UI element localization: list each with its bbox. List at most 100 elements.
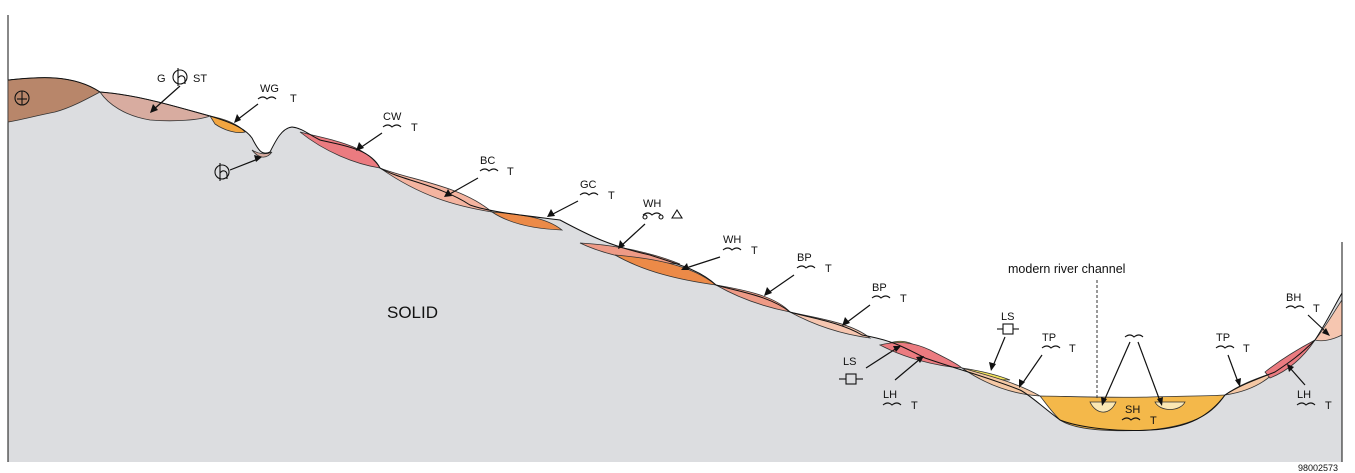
- cw-label: CW: [383, 111, 402, 123]
- bp1-arrowhead: [764, 287, 772, 296]
- gc-t-label: T: [608, 190, 615, 202]
- hollow-head-symbol: [214, 163, 230, 181]
- lh2-arrow: [1289, 367, 1306, 386]
- bp2-arrow: [845, 304, 871, 324]
- wg-symbol: [257, 96, 277, 100]
- lh2-arrowhead: [1287, 364, 1294, 372]
- ls2-arrow: [992, 336, 1006, 367]
- ls2-label: LS: [1001, 311, 1014, 323]
- sh-symbol: [1121, 417, 1141, 421]
- cw-arrowhead: [356, 142, 364, 151]
- lh1-deposit: [878, 342, 964, 369]
- lh2-symbol: [1296, 402, 1316, 406]
- channel-symbol: [1124, 334, 1144, 338]
- bc-t-label: T: [507, 166, 514, 178]
- ls1-symbol: [839, 373, 863, 385]
- bc-symbol: [479, 168, 499, 172]
- lh1-label: LH: [883, 389, 897, 401]
- g-label: G: [157, 73, 166, 85]
- channel-arrowhead-right: [1157, 397, 1163, 406]
- bp2-arrowhead: [842, 317, 850, 326]
- sh-t-label: T: [1150, 415, 1157, 427]
- tp1-t-label: T: [1069, 343, 1076, 355]
- channel-hollow-right: [1154, 401, 1186, 410]
- wh-tri-arrowhead: [618, 240, 625, 249]
- tp1-symbol: [1041, 345, 1061, 349]
- bc-label: BC: [480, 155, 495, 167]
- gc-arrowhead: [547, 209, 555, 217]
- wg-t-label: T: [290, 93, 297, 105]
- wh-label: WH: [723, 234, 741, 246]
- tp2-t-label: T: [1243, 343, 1250, 355]
- ls1-arrowhead: [893, 346, 901, 352]
- wg-arrow: [236, 103, 259, 121]
- lh1-symbol: [882, 402, 902, 406]
- bh-arrow: [1307, 314, 1327, 333]
- solid-label: SOLID: [387, 303, 438, 322]
- clay-with-flints-symbol: [14, 90, 30, 106]
- tp2-arrow: [1227, 354, 1239, 383]
- bp2-t-label: T: [900, 293, 907, 305]
- tp2-symbol: [1215, 345, 1235, 349]
- cw-t-label: T: [411, 122, 418, 134]
- wg-label: WG: [260, 83, 279, 95]
- bp1-arrow: [767, 274, 795, 294]
- ls1-arrow: [865, 347, 898, 369]
- channel-hollow-left: [1089, 401, 1117, 413]
- wh-tri-deposit: [579, 242, 681, 265]
- wh-arrowhead: [681, 263, 689, 270]
- wh-t-label: T: [751, 245, 758, 257]
- bp1-label: BP: [797, 252, 812, 264]
- wg-deposit: [209, 115, 246, 133]
- sh-label: SH: [1125, 404, 1140, 416]
- bh-arrowhead: [1322, 328, 1330, 336]
- ls2-arrowhead: [989, 362, 996, 371]
- hollow-arrowhead: [254, 155, 262, 162]
- ls2-symbol: [997, 323, 1019, 335]
- reference-number: 98002573: [1298, 463, 1338, 473]
- wh-tri-label: WH: [643, 198, 661, 210]
- tp1-label: TP: [1042, 332, 1056, 344]
- cw-arrow: [359, 132, 383, 149]
- lh1-arrow: [894, 358, 921, 381]
- bc-arrow: [447, 177, 479, 196]
- gc-label: GC: [580, 179, 597, 191]
- head-deposit-symbol: [172, 68, 188, 86]
- hollow-deposit: [251, 149, 273, 158]
- bh-label: BH: [1286, 292, 1301, 304]
- cw-symbol: [382, 124, 402, 128]
- g-st-arrow: [152, 85, 181, 111]
- lh2-label: LH: [1297, 389, 1311, 401]
- st-label: ST: [193, 73, 207, 85]
- bh-t-label: T: [1313, 303, 1320, 315]
- bp2-deposit: [789, 311, 872, 339]
- bp1-t-label: T: [825, 263, 832, 275]
- ls1-label: LS: [843, 356, 856, 368]
- ground-surface: [7, 77, 1343, 431]
- g-st-arrowhead: [150, 104, 158, 113]
- wh-arrow: [685, 256, 721, 269]
- channel-arrow-left: [1103, 341, 1131, 402]
- wh-symbol: [722, 247, 742, 251]
- channel-arrowhead-left: [1101, 397, 1107, 406]
- bh-symbol: [1285, 305, 1305, 309]
- lh1-t-label: T: [911, 400, 918, 412]
- wh-tri-symbol: [642, 208, 683, 220]
- tp2-arrowhead: [1235, 378, 1241, 387]
- bp2-symbol: [871, 295, 891, 299]
- hollow-arrow: [229, 158, 259, 171]
- bc-arrowhead: [444, 189, 452, 197]
- wh-tri-arrow: [620, 223, 646, 247]
- lh2-t-label: T: [1325, 400, 1332, 412]
- bp2-label: BP: [872, 282, 887, 294]
- channel-arrow-right: [1137, 341, 1161, 402]
- gc-symbol: [579, 192, 599, 196]
- tp2-label: TP: [1216, 332, 1230, 344]
- river-label: modern river channel: [1008, 262, 1125, 276]
- gc-arrow: [550, 200, 579, 216]
- tp1-arrow: [1021, 354, 1043, 385]
- lh1-arrowhead: [916, 356, 924, 363]
- bp1-symbol: [796, 265, 816, 269]
- wg-arrowhead: [234, 114, 241, 123]
- tp1-arrowhead: [1019, 379, 1025, 388]
